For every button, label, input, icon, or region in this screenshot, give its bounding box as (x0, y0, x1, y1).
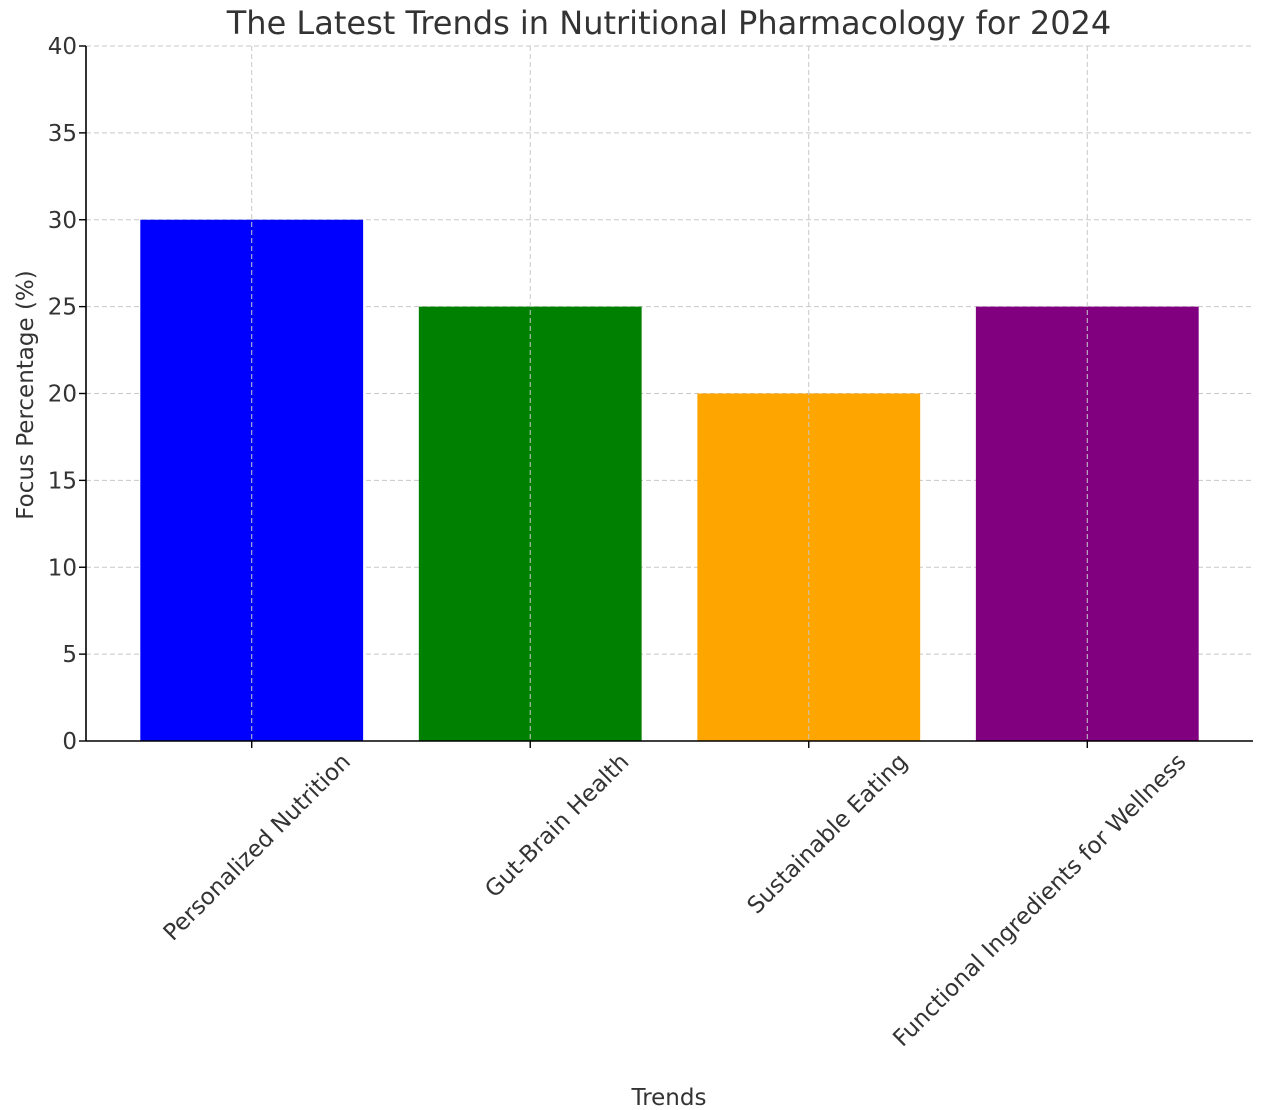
bars (140, 219, 1199, 741)
bar (418, 306, 642, 741)
y-axis-label: Focus Percentage (%) (13, 270, 39, 520)
y-tick-label: 20 (48, 382, 77, 408)
chart-title: The Latest Trends in Nutritional Pharmac… (226, 4, 1112, 42)
x-tick-label: Sustainable Eating (743, 749, 913, 919)
x-tick-label: Personalized Nutrition (159, 749, 356, 946)
y-tick-label: 0 (62, 729, 77, 755)
y-tick-label: 10 (48, 555, 77, 581)
bar (975, 306, 1199, 741)
x-axis-ticks: Personalized Nutrition Gut-Brain Health Su… (159, 741, 1192, 1052)
y-axis-ticks: 0 5 10 15 20 25 30 35 40 (48, 34, 86, 755)
x-axis-label: Trends (631, 1085, 707, 1110)
y-tick-label: 5 (62, 642, 77, 668)
x-tick-label: Functional Ingredients for Wellness (888, 749, 1191, 1052)
x-tick-label: Gut-Brain Health (480, 749, 634, 903)
y-tick-label: 35 (48, 121, 77, 147)
y-tick-label: 30 (48, 208, 77, 234)
y-tick-label: 15 (48, 468, 77, 494)
y-tick-label: 40 (48, 34, 77, 60)
y-tick-label: 25 (48, 295, 77, 321)
